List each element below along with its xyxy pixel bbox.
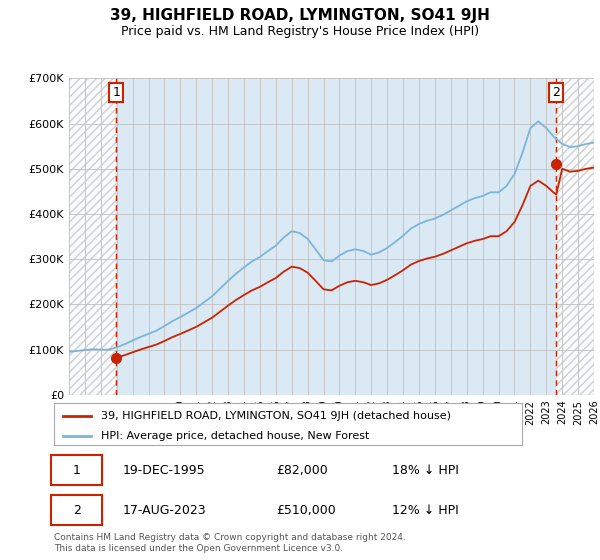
Text: HPI: Average price, detached house, New Forest: HPI: Average price, detached house, New … [101,431,369,441]
Bar [556,78,594,395]
Text: £82,000: £82,000 [276,464,328,477]
Text: £510,000: £510,000 [276,504,335,517]
Text: Contains HM Land Registry data © Crown copyright and database right 2024.
This d: Contains HM Land Registry data © Crown c… [54,533,406,553]
Text: 19-DEC-1995: 19-DEC-1995 [122,464,205,477]
Text: 17-AUG-2023: 17-AUG-2023 [122,504,206,517]
Bar [69,78,116,395]
Text: 2: 2 [553,86,560,99]
Text: 12% ↓ HPI: 12% ↓ HPI [392,504,458,517]
Text: 39, HIGHFIELD ROAD, LYMINGTON, SO41 9JH: 39, HIGHFIELD ROAD, LYMINGTON, SO41 9JH [110,8,490,24]
Text: 2: 2 [73,504,80,517]
FancyBboxPatch shape [52,455,101,486]
Text: 1: 1 [73,464,80,477]
Text: Price paid vs. HM Land Registry's House Price Index (HPI): Price paid vs. HM Land Registry's House … [121,25,479,38]
FancyBboxPatch shape [52,495,101,525]
Text: 39, HIGHFIELD ROAD, LYMINGTON, SO41 9JH (detached house): 39, HIGHFIELD ROAD, LYMINGTON, SO41 9JH … [101,411,451,421]
Text: 1: 1 [112,86,120,99]
Text: 18% ↓ HPI: 18% ↓ HPI [392,464,459,477]
